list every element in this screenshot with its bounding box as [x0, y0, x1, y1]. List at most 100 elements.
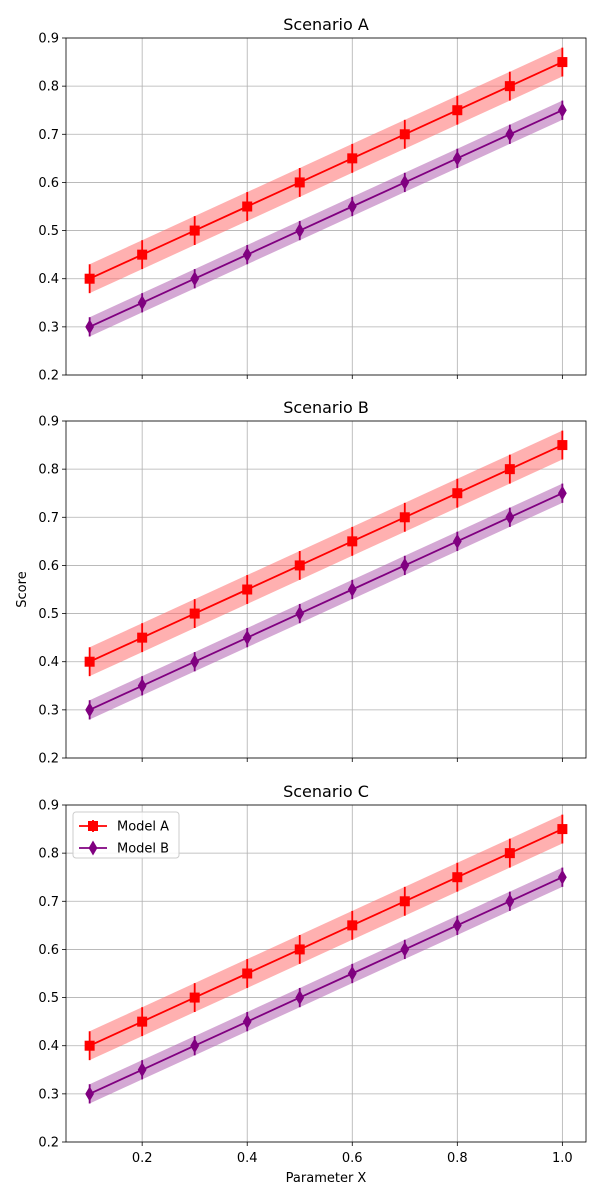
data-point	[295, 223, 305, 239]
data-point	[137, 1062, 147, 1078]
data-point	[85, 319, 95, 335]
data-point	[84, 656, 95, 667]
series-line	[89, 828, 563, 1047]
y-tick-label: 0.4	[38, 272, 59, 287]
data-point	[504, 464, 515, 475]
legend-label: Model A	[117, 820, 169, 835]
data-point	[242, 630, 252, 646]
legend-marker	[88, 821, 98, 831]
legend-label: Model B	[117, 842, 169, 857]
data-point	[294, 560, 305, 571]
data-point	[242, 247, 252, 263]
data-point	[190, 1038, 200, 1054]
legend: Model A Model B	[72, 811, 180, 859]
y-tick-label: 0.9	[38, 32, 59, 47]
data-point	[189, 225, 200, 236]
data-point	[400, 557, 410, 573]
y-tick-label: 0.6	[38, 943, 59, 958]
data-point	[295, 606, 305, 622]
y-tick-label: 0.7	[38, 128, 59, 143]
data-point	[347, 581, 357, 598]
series-2	[85, 867, 567, 1104]
x-tick-label: 0.6	[342, 1151, 363, 1166]
series-2	[85, 483, 567, 720]
series-line	[89, 109, 563, 328]
data-point	[242, 968, 253, 979]
series-1	[84, 47, 568, 294]
data-point	[505, 509, 515, 525]
data-point	[505, 126, 515, 142]
y-tick-label: 0.8	[38, 847, 59, 862]
data-point	[242, 1014, 252, 1030]
data-point	[137, 249, 148, 260]
data-point	[557, 57, 568, 68]
y-tick-label: 0.9	[38, 799, 59, 814]
data-point	[190, 654, 200, 670]
data-point	[504, 81, 515, 92]
y-tick-label: 0.4	[38, 655, 59, 670]
data-point	[452, 872, 463, 883]
y-tick-label: 0.3	[38, 1087, 59, 1102]
data-point	[85, 702, 95, 718]
y-tick-label: 0.3	[38, 703, 59, 718]
data-point	[137, 295, 147, 311]
data-point	[294, 177, 305, 188]
y-tick-label: 0.7	[38, 895, 59, 910]
y-tick-label: 0.9	[38, 415, 59, 430]
data-point	[347, 536, 358, 547]
y-tick-label: 0.6	[38, 559, 59, 574]
y-tick-label: 0.3	[38, 320, 59, 335]
data-point	[242, 201, 253, 212]
data-point	[85, 1086, 95, 1102]
y-tick-label: 0.5	[38, 991, 59, 1006]
data-point	[137, 1016, 148, 1027]
data-point	[452, 917, 462, 933]
x-tick-label: 0.4	[237, 1151, 258, 1166]
x-tick-label: 1.0	[552, 1151, 573, 1166]
data-point	[347, 965, 357, 982]
y-tick-label: 0.4	[38, 1039, 59, 1054]
data-point	[504, 848, 515, 859]
y-tick-label: 0.8	[38, 463, 59, 478]
chart-panel-2: 0.2 0.3 0.4 0.5 0.6 0.7 0.8 0.9 Scenario B Score	[15, 398, 587, 767]
series-line	[89, 61, 563, 280]
data-point	[557, 824, 568, 835]
data-point	[84, 1040, 95, 1051]
y-tick-label: 0.2	[38, 369, 59, 384]
data-point	[189, 608, 200, 619]
data-point	[557, 869, 567, 885]
data-point	[557, 485, 567, 501]
data-point	[452, 488, 463, 499]
data-point	[137, 632, 148, 643]
data-point	[399, 512, 410, 523]
data-point	[137, 678, 147, 694]
y-tick-label: 0.2	[38, 1136, 59, 1151]
legend-box	[72, 811, 180, 859]
data-point	[452, 150, 462, 166]
chart-title: Scenario A	[283, 15, 369, 34]
data-point	[557, 440, 568, 451]
x-axis-label: Parameter X	[286, 1171, 367, 1186]
data-point	[190, 271, 200, 287]
axes-frame	[65, 420, 587, 759]
y-tick-label: 0.5	[38, 224, 59, 239]
data-point	[400, 174, 410, 190]
axes-frame	[65, 37, 587, 376]
data-point	[347, 198, 357, 215]
series-line	[89, 444, 563, 663]
series-line	[89, 492, 563, 711]
data-point	[242, 584, 253, 595]
y-tick-label: 0.5	[38, 607, 59, 622]
series-1	[84, 814, 568, 1061]
x-tick-label: 0.2	[132, 1151, 153, 1166]
series-1	[84, 430, 568, 677]
chart-panel-3: 0.2 0.3 0.4 0.5 0.6 0.7 0.8 0.9 0.2 0.4 0.6 0.8 1.0 S…	[38, 782, 587, 1186]
y-tick-label: 0.6	[38, 176, 59, 191]
chart-panel-1: 0.2 0.3 0.4 0.5 0.6 0.7 0.8 0.9 Scenario A	[38, 15, 587, 384]
data-point	[84, 273, 95, 284]
data-point	[557, 102, 567, 118]
axes-frame	[65, 804, 587, 1143]
legend-marker	[88, 840, 98, 856]
